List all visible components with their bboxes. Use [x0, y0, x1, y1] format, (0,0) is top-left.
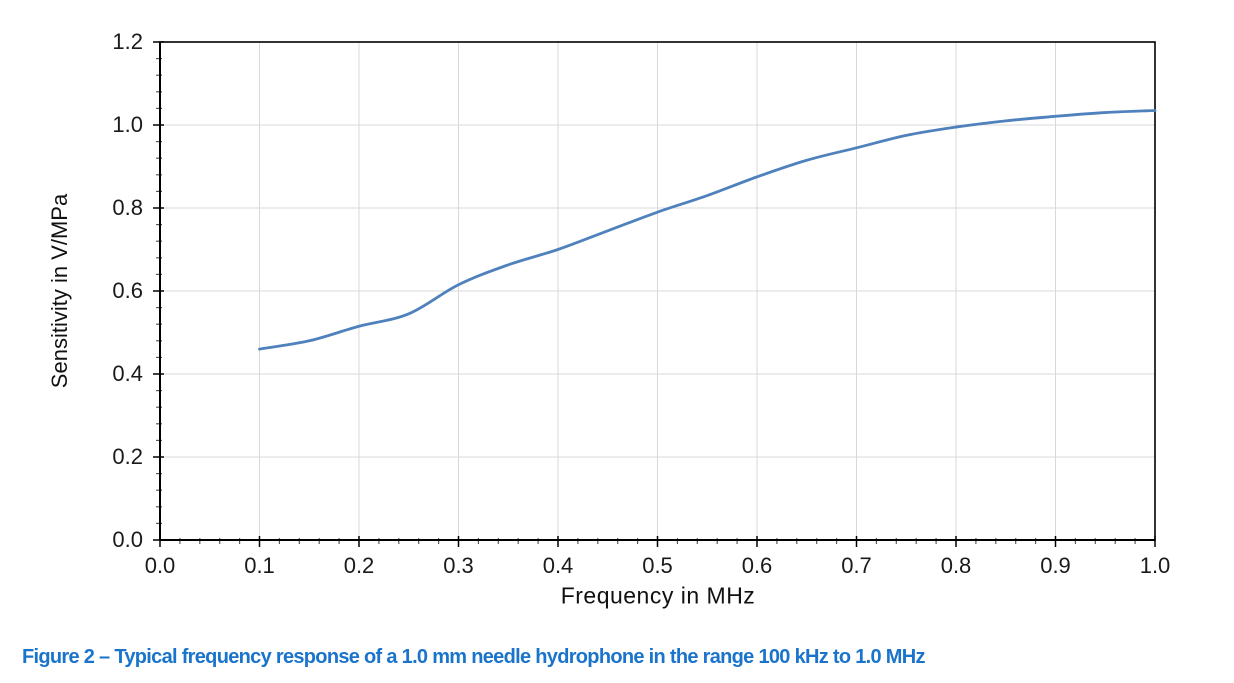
y-tick-label: 1.0 [112, 112, 143, 137]
x-tick-label: 0.1 [244, 553, 275, 578]
y-tick-label: 0.4 [112, 361, 143, 386]
y-tick-label: 0.8 [112, 195, 143, 220]
x-tick-label: 0.4 [543, 553, 574, 578]
y-axis-title: Sensitivity in V/MPa [47, 193, 72, 389]
figure-caption: Figure 2 – Typical frequency response of… [22, 646, 926, 668]
x-tick-label: 0.5 [642, 553, 673, 578]
x-tick-label: 1.0 [1140, 553, 1171, 578]
y-tick-label: 0.0 [112, 527, 143, 552]
y-tick-label: 0.2 [112, 444, 143, 469]
x-tick-label: 0.6 [742, 553, 773, 578]
x-tick-label: 0.2 [344, 553, 375, 578]
x-tick-label: 0.3 [443, 553, 474, 578]
x-tick-label: 0.8 [941, 553, 972, 578]
y-tick-label: 1.2 [112, 29, 143, 54]
x-tick-label: 0.7 [841, 553, 872, 578]
y-tick-label: 0.6 [112, 278, 143, 303]
x-axis-title: Frequency in MHz [560, 582, 756, 609]
frequency-response-chart: 0.0 0.1 0.2 0.3 0.4 0.5 0.6 0.7 0.8 0.9 1.0 0.0 0.2 0… [112, 29, 1171, 578]
sensitivity-curve [258, 109, 1157, 351]
x-tick-label: 0.0 [145, 553, 176, 578]
x-tick-label: 0.9 [1040, 553, 1071, 578]
